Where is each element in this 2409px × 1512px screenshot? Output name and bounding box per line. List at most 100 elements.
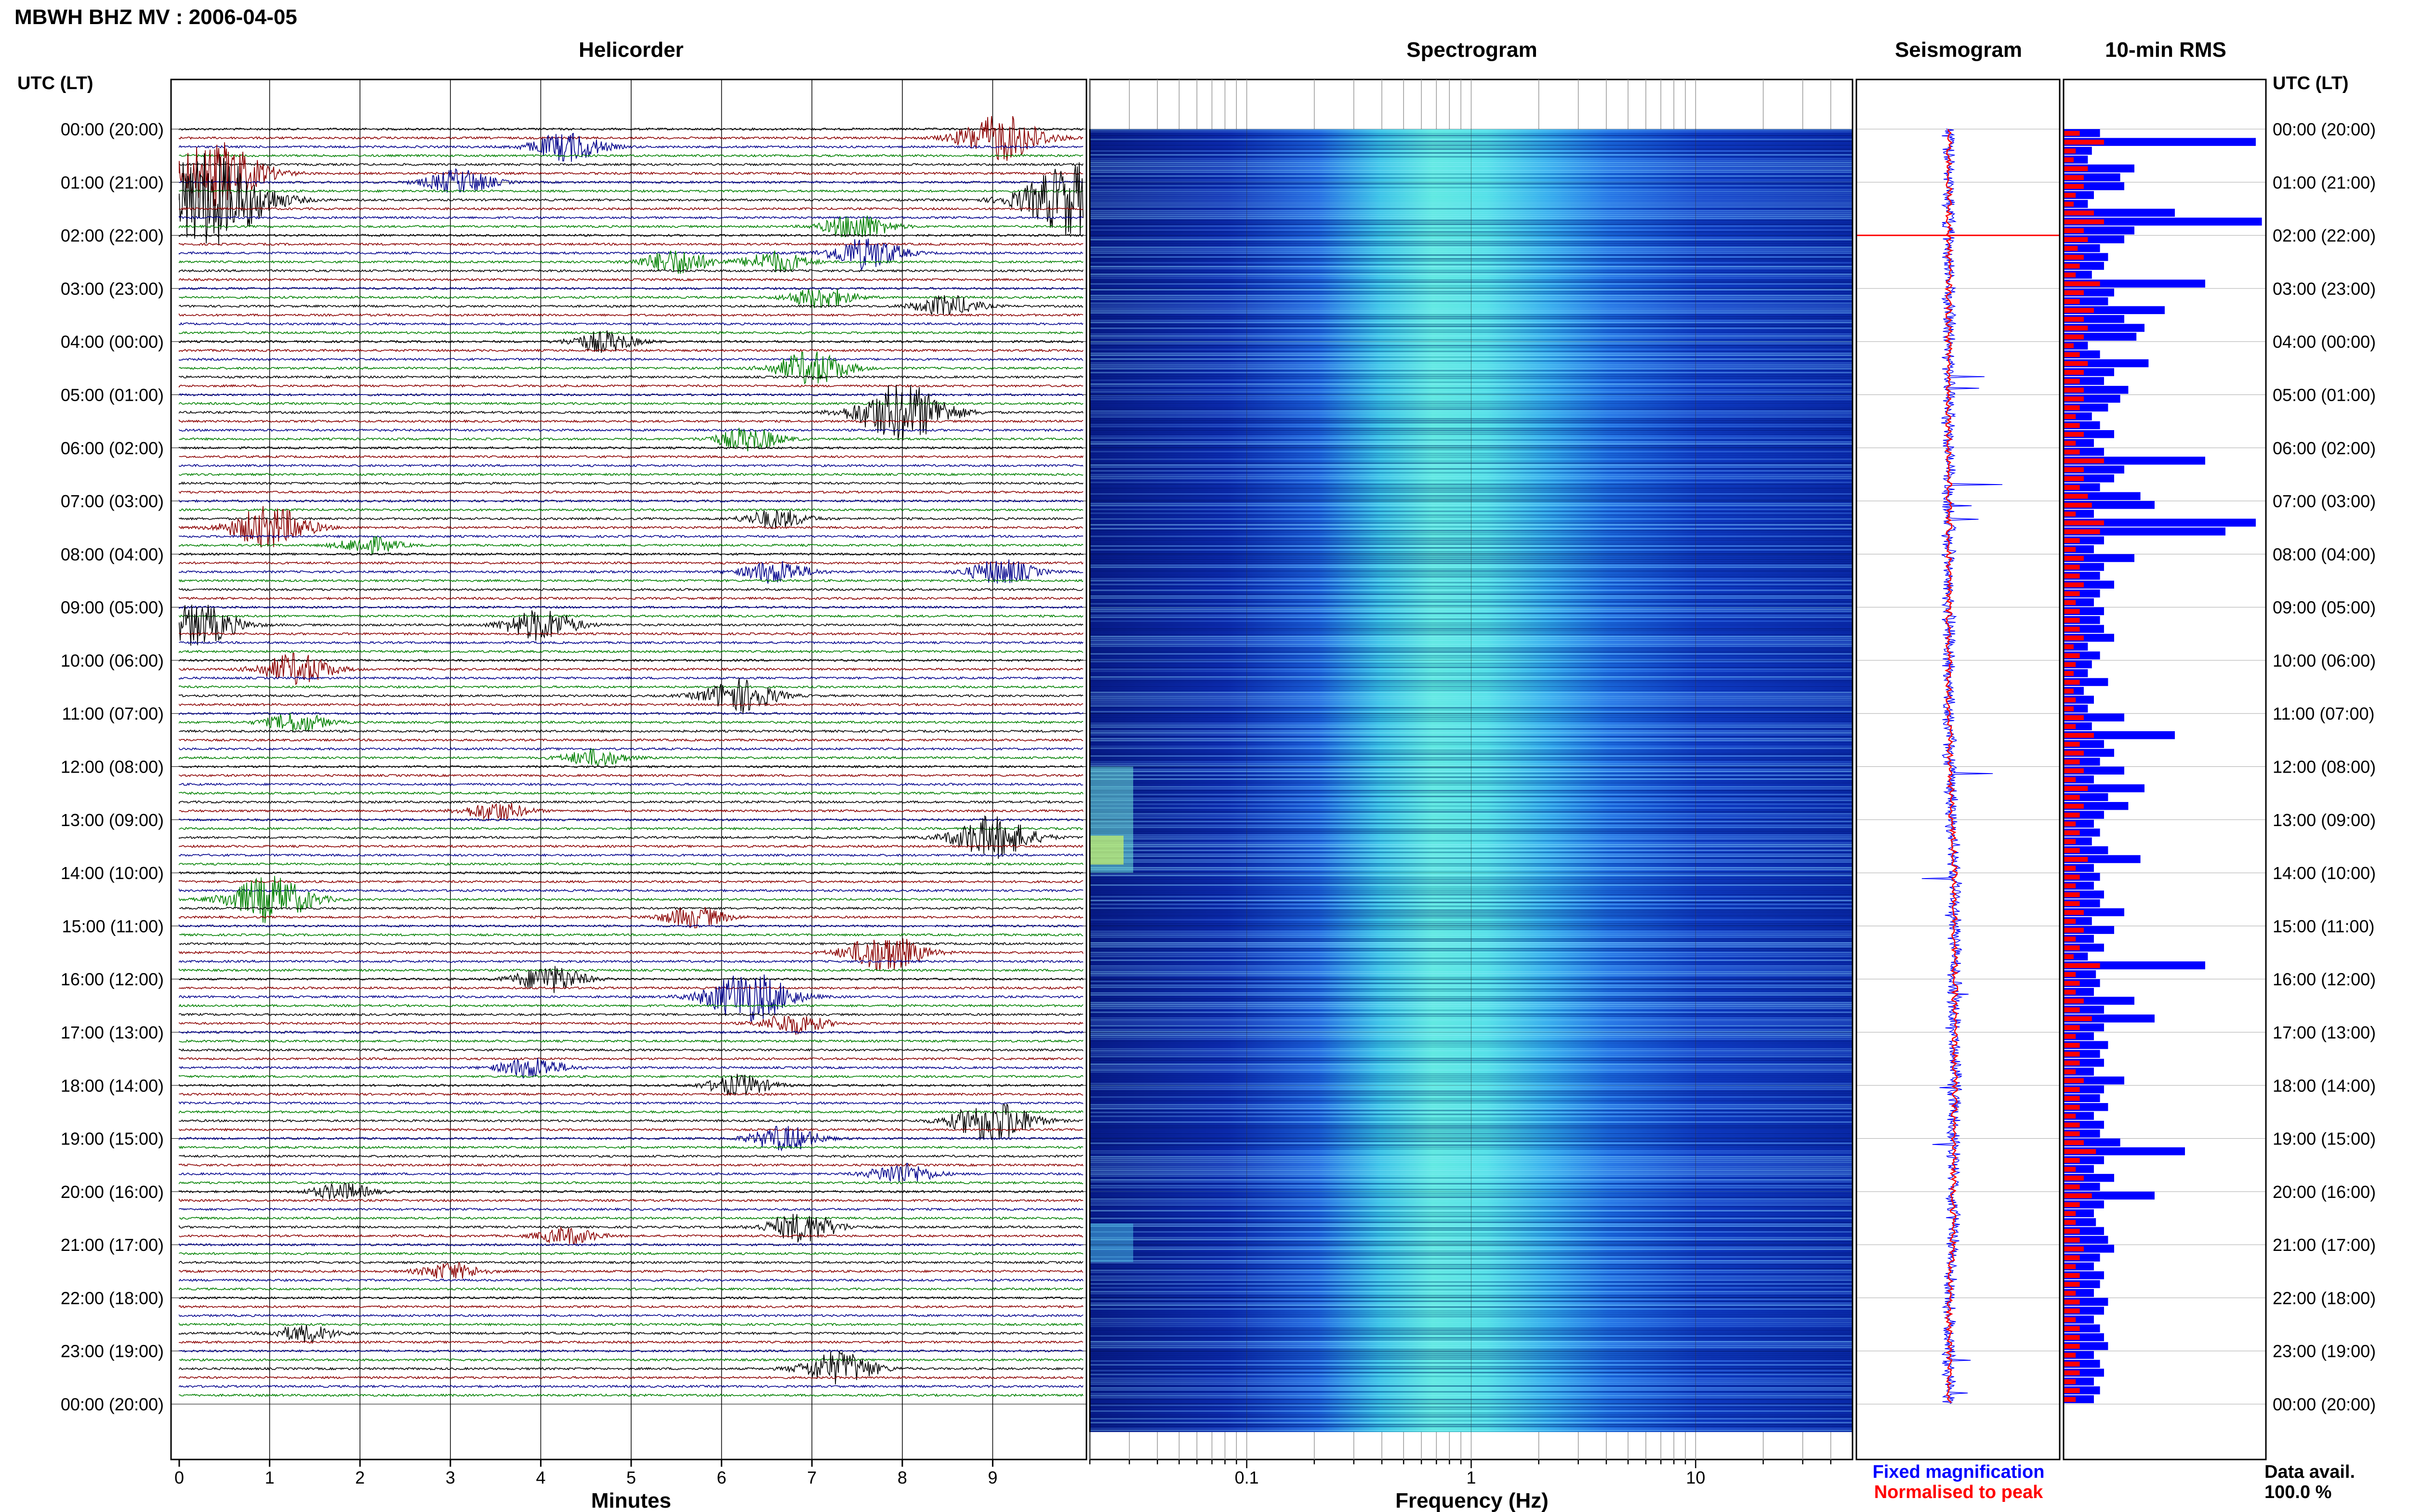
hour-label-left: 20:00 (16:00) [61, 1182, 164, 1202]
rms-bar-normalised [2064, 1308, 2080, 1314]
rms-bar-normalised [2064, 786, 2088, 791]
helicorder-trace-row [179, 791, 1084, 795]
helicorder-trace-row [179, 605, 1084, 609]
seismogram-title: Seismogram [1895, 38, 2022, 62]
helicorder-trace-row [179, 817, 1084, 822]
helicorder-trace-row [179, 942, 1084, 946]
helicorder-trace-row [179, 711, 1084, 716]
helicorder-trace-row [179, 614, 1084, 618]
helicorder-trace-row [179, 844, 1084, 848]
hour-label-right: 10:00 (06:00) [2273, 651, 2376, 671]
helicorder-trace-row [179, 702, 1084, 707]
rms-bar-normalised [2064, 582, 2084, 588]
hour-label-right: 09:00 (05:00) [2273, 598, 2376, 618]
helicorder-trace-row [179, 357, 1084, 361]
helicorder-panel: 0 1 2 3 4 5 6 7 8 9 [170, 79, 1087, 1487]
rms-bar-normalised [2064, 821, 2076, 827]
helicorder-trace-row [179, 631, 1084, 636]
rms-bar-normalised [2064, 680, 2080, 685]
rms-bar-normalised [2064, 1025, 2080, 1030]
spectrogram-patch [1090, 1223, 1133, 1262]
helicorder-trace-row [179, 968, 1084, 973]
rms-bar-normalised [2064, 1193, 2092, 1198]
rms-bar-normalised [2064, 1300, 2080, 1305]
utc-label-right: UTC (LT) [2273, 73, 2349, 93]
helicorder-trace-row [179, 446, 1084, 450]
helicorder-trace-row [179, 1251, 1084, 1256]
rms-bar-normalised [2064, 458, 2104, 463]
hour-label-right: 02:00 (22:00) [2273, 226, 2376, 246]
rms-bar-normalised [2064, 201, 2074, 207]
hour-label-left: 11:00 (07:00) [62, 704, 164, 723]
helicorder-trace-row [179, 490, 1084, 494]
rms-bar-normalised [2064, 759, 2080, 764]
rms-bar-normalised [2064, 1016, 2092, 1021]
helicorder-trace-row [179, 1287, 1084, 1291]
rms-bar-normalised [2064, 467, 2084, 473]
rms-bar-normalised [2064, 635, 2084, 641]
rms-bar-normalised [2064, 1335, 2080, 1340]
helicorder-trace-row [179, 233, 1084, 237]
helicorder-trace-row [179, 907, 1084, 929]
spectrogram-xtick-label: 1 [1466, 1468, 1476, 1487]
rms-bar-normalised [2064, 184, 2084, 189]
helicorder-trace-row [179, 1030, 1084, 1034]
hour-label-right: 21:00 (17:00) [2273, 1235, 2376, 1255]
rms-bar-normalised [2064, 1211, 2076, 1216]
rms-bar-normalised [2064, 361, 2088, 366]
helicorder-trace-row [179, 330, 1084, 335]
hour-label-left: 16:00 (12:00) [61, 970, 164, 989]
rms-bar-normalised [2064, 999, 2084, 1004]
hour-label-right: 15:00 (11:00) [2273, 916, 2374, 936]
rms-bar-normalised [2064, 1078, 2084, 1083]
rms-bar-normalised [2064, 281, 2100, 287]
hour-label-right: 13:00 (09:00) [2273, 810, 2376, 830]
hour-label-right: 23:00 (19:00) [2273, 1341, 2376, 1361]
helicorder-trace-row [179, 1012, 1083, 1017]
rms-bar-normalised [2064, 210, 2094, 216]
helicorder-trace-row [179, 189, 1084, 193]
helicorder-trace-row [179, 510, 1084, 529]
rms-bar-normalised [2064, 449, 2080, 455]
hour-label-right: 17:00 (13:00) [2273, 1023, 2376, 1042]
rms-bar-normalised [2064, 193, 2076, 198]
rms-bar-normalised [2064, 140, 2104, 145]
rms-bar-normalised [2064, 148, 2076, 154]
rms-bar-normalised [2064, 131, 2080, 136]
rms-bar-normalised [2064, 1379, 2076, 1384]
rms-bar-normalised [2064, 697, 2076, 703]
rms-bar-normalised [2064, 272, 2076, 277]
rms-bar-normalised [2064, 547, 2076, 552]
rms-bar-normalised [2064, 1167, 2076, 1172]
rms-bar-normalised [2064, 529, 2100, 534]
helicorder-xtick-label: 2 [355, 1468, 365, 1487]
helicorder-trace-row [179, 1384, 1084, 1389]
rms-bar-normalised [2064, 715, 2084, 720]
helicorder-trace-row [179, 506, 1084, 548]
rms-bar-normalised [2064, 724, 2076, 729]
rms-bar-normalised [2064, 1007, 2080, 1012]
helicorder-trace-row [179, 238, 1084, 271]
rms-bar-normalised [2064, 1096, 2080, 1101]
helicorder-xtick-label: 8 [898, 1468, 907, 1487]
helicorder-trace-row [179, 499, 1084, 503]
helicorder-trace-row [179, 561, 1084, 565]
hour-label-right: 19:00 (15:00) [2273, 1129, 2376, 1149]
helicorder-trace-row [179, 871, 1084, 875]
helicorder-trace-row [179, 142, 1084, 206]
helicorder-trace-row [179, 215, 1084, 237]
helicorder-trace-row [179, 351, 1084, 385]
helicorder-trace-row [179, 1058, 1084, 1078]
helicorder-trace-row [179, 384, 1084, 388]
helicorder-xtick-label: 6 [717, 1468, 727, 1487]
rms-bar-normalised [2064, 1273, 2080, 1278]
rms-bar-normalised [2064, 1264, 2076, 1269]
helicorder-trace-row [179, 1074, 1084, 1078]
helicorder-trace-row [179, 1261, 1084, 1264]
helicorder-trace-row [179, 649, 1084, 654]
helicorder-xtick-label: 7 [807, 1468, 817, 1487]
rms-bar-normalised [2064, 1229, 2080, 1234]
hour-label-right: 22:00 (18:00) [2273, 1288, 2376, 1308]
rms-bar-normalised [2064, 476, 2084, 481]
helicorder-trace-row [179, 853, 1084, 857]
